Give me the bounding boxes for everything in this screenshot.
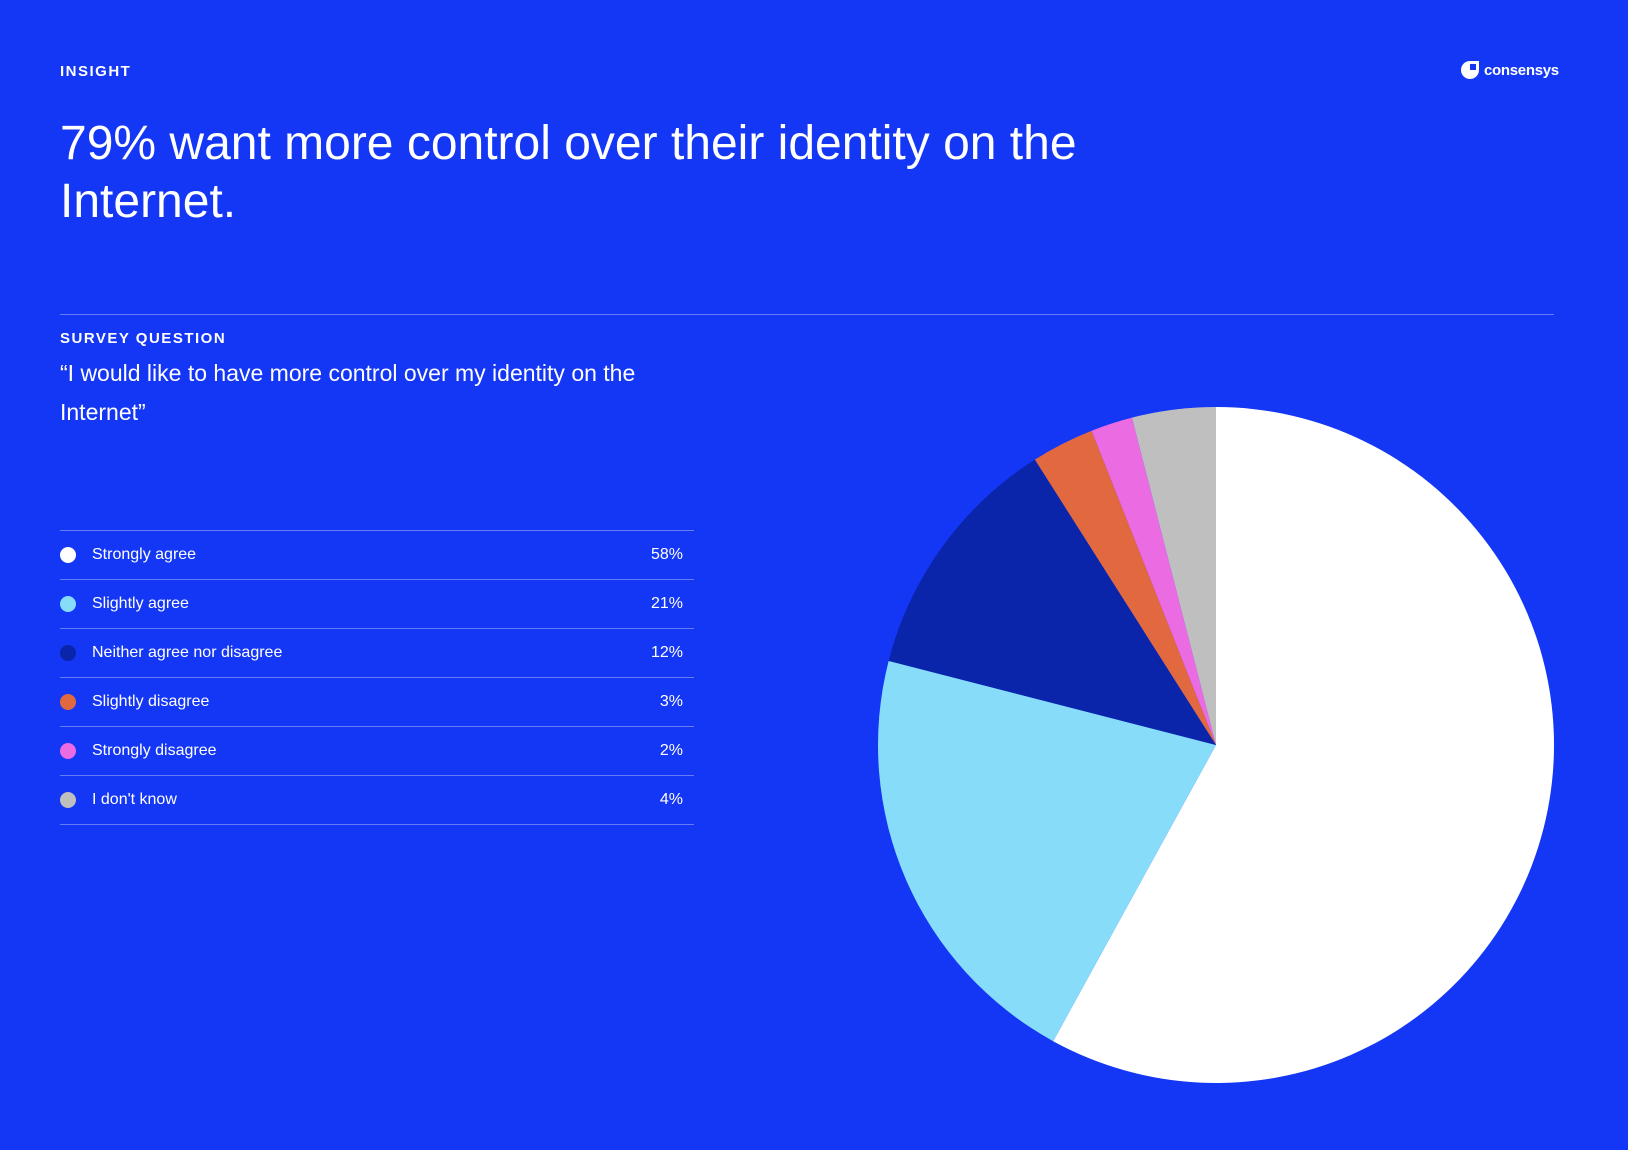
divider [60,314,1554,315]
legend-label: Neither agree nor disagree [92,644,283,661]
legend-value: 21% [650,595,683,612]
page-title: 79% want more control over their identit… [60,117,1077,228]
legend-table: Strongly agree 58% Slightly agree 21% Neithe… [60,530,694,825]
legend-row: Neither agree nor disagree 12% [60,629,694,678]
survey-question-label: SURVEY QUESTION [60,330,227,347]
pie-slice-neither-agree-nor-disagree [888,459,1216,745]
legend-row: I don't know 4% [60,776,694,825]
logo-text: consensys [1484,61,1559,79]
legend-value: 2% [659,742,683,759]
section-eyebrow: INSIGHT [60,63,132,80]
legend-swatch [60,547,76,563]
consensys-logo-icon [1461,61,1479,79]
legend-swatch [60,645,76,661]
legend-swatch [60,792,76,808]
pie-chart [878,407,1554,1083]
legend-row: Strongly agree 58% [60,531,694,580]
legend-label: I don't know [92,791,177,808]
legend-value: 3% [659,693,683,710]
pie-slice-slightly-disagree [1034,430,1216,745]
legend-row: Slightly disagree 3% [60,678,694,727]
survey-question: “I would like to have more control over … [60,360,636,425]
pie-slice-strongly-agree [1053,407,1554,1083]
legend-row: Slightly agree 21% [60,580,694,629]
legend-value: 12% [650,644,683,661]
pie-slice-slightly-agree [878,660,1216,1042]
pie-slice-i-don-t-know [1131,407,1216,745]
consensys-logo: consensys [1460,60,1559,80]
legend-swatch [60,743,76,759]
pie-slice-strongly-disagree [1091,417,1216,745]
legend-label: Strongly agree [92,546,197,563]
legend-label: Slightly agree [92,595,189,612]
legend-label: Slightly disagree [92,693,210,710]
legend-value: 58% [650,546,683,563]
legend-value: 4% [659,791,683,808]
legend-swatch [60,694,76,710]
legend-label: Strongly disagree [92,742,217,759]
legend-row: Strongly disagree 2% [60,727,694,776]
legend-swatch [60,596,76,612]
